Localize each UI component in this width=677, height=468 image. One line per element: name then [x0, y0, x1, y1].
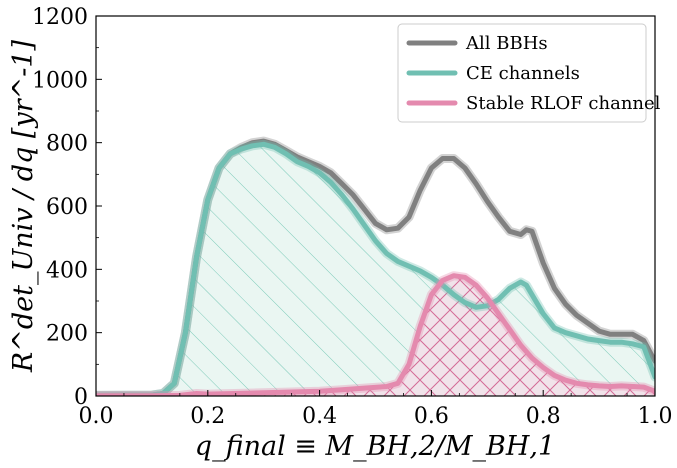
series-hatch-2 [96, 275, 655, 396]
x-tick-label: 0.6 [414, 404, 449, 429]
x-tick-label: 1.0 [638, 404, 673, 429]
x-tick-label: 0.8 [526, 404, 561, 429]
y-tick-label: 0 [74, 385, 88, 410]
x-axis-title: q_final ≡ M_BH,2/M_BH,1 [195, 431, 555, 462]
y-tick-label: 600 [46, 195, 88, 220]
y-tick-label: 400 [46, 258, 88, 283]
x-tick-label: 0.0 [79, 404, 114, 429]
y-axis-ticks: 0 200 400 600 800 1000 1200 [32, 5, 102, 410]
legend-label: Stable RLOF channel [466, 93, 661, 114]
y-tick-label: 200 [46, 322, 88, 347]
y-tick-label: 800 [46, 132, 88, 157]
series-line-2 [96, 273, 655, 396]
legend-label: CE channels [466, 63, 580, 84]
legend-label: All BBHs [465, 33, 548, 54]
y-tick-label: 1200 [32, 5, 88, 30]
y-axis-title: R^det_Univ / dq [yr^-1] [8, 39, 39, 373]
x-tick-label: 0.4 [302, 404, 337, 429]
legend-box [397, 23, 647, 123]
x-tick-label: 0.2 [190, 404, 225, 429]
x-axis-ticks: 0.0 0.2 0.4 0.6 0.8 1.0 [79, 390, 673, 429]
legend: All BBHs CE channels Stable RLOF channel [397, 23, 661, 123]
series-line-1 [96, 141, 655, 396]
series-lines [96, 136, 655, 396]
y-tick-label: 1000 [32, 68, 88, 93]
